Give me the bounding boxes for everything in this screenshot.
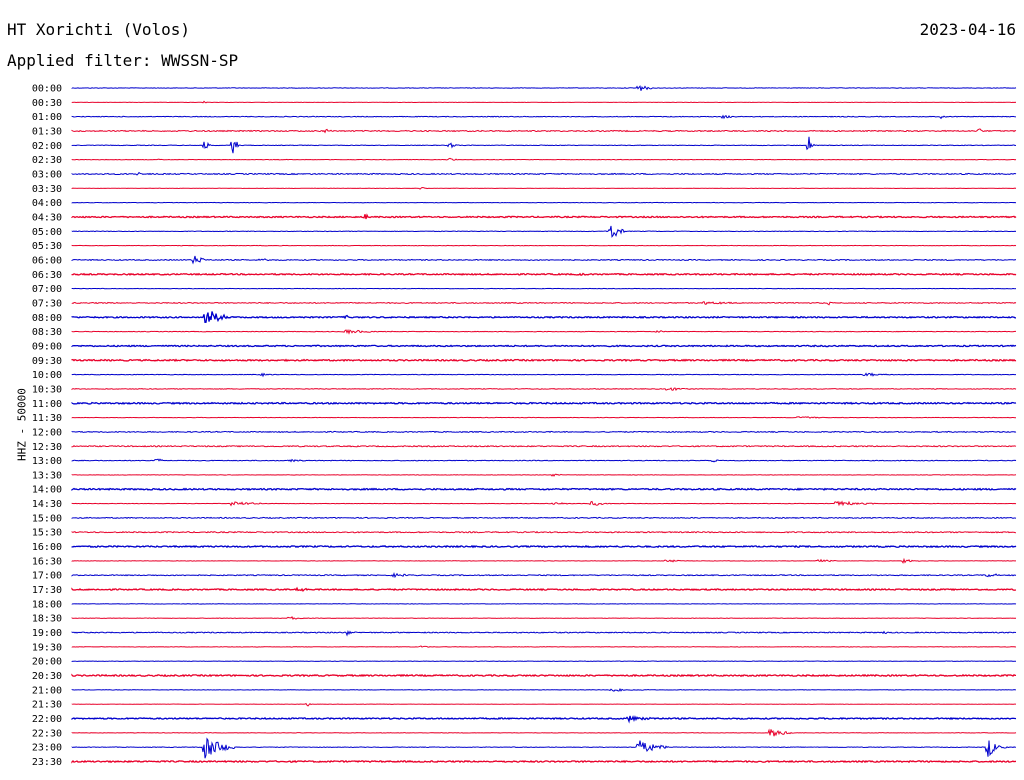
time-tick-label: 21:30 [32, 700, 62, 711]
time-tick-label: 17:30 [32, 585, 62, 596]
trace-line-1630 [71, 557, 1017, 564]
time-tick-label: 05:30 [32, 241, 62, 252]
trace-line-2200 [71, 715, 1017, 724]
time-tick-label: 15:00 [32, 513, 62, 524]
time-tick-label: 01:30 [32, 126, 62, 137]
trace-line-1900 [71, 630, 1017, 637]
trace-line-0330 [71, 186, 1017, 190]
time-tick-label: 11:00 [32, 399, 62, 410]
trace-line-0900 [71, 344, 1017, 348]
trace-line-0200 [71, 136, 1017, 154]
time-tick-label: 09:30 [32, 356, 62, 367]
time-tick-label: 05:00 [32, 227, 62, 238]
time-tick-label: 12:00 [32, 427, 62, 438]
time-tick-label: 13:30 [32, 470, 62, 481]
time-tick-label: 13:00 [32, 456, 62, 467]
time-tick-label: 14:00 [32, 485, 62, 496]
trace-line-1100 [71, 401, 1017, 405]
time-tick-label: 16:00 [32, 542, 62, 553]
trace-line-0100 [71, 114, 1017, 120]
time-tick-label: 10:30 [32, 384, 62, 395]
time-tick-label: 18:30 [32, 614, 62, 625]
time-tick-label: 18:00 [32, 599, 62, 610]
trace-line-1300 [71, 458, 1017, 463]
time-tick-label: 22:00 [32, 714, 62, 725]
time-tick-label: 00:30 [32, 98, 62, 109]
time-tick-label: 14:30 [32, 499, 62, 510]
time-tick-label: 19:30 [32, 642, 62, 653]
trace-line-1500 [71, 516, 1017, 520]
trace-line-0000 [71, 85, 1017, 91]
trace-line-1200 [71, 430, 1017, 434]
time-tick-label: 02:00 [32, 141, 62, 152]
trace-line-1030 [71, 387, 1017, 392]
time-tick-label: 07:30 [32, 298, 62, 309]
time-tick-label: 22:30 [32, 728, 62, 739]
time-tick-label: 04:30 [32, 212, 62, 223]
time-tick-label: 04:00 [32, 198, 62, 209]
trace-line-0030 [71, 100, 1017, 104]
time-tick-label: 11:30 [32, 413, 62, 424]
time-tick-label: 20:00 [32, 657, 62, 668]
trace-line-1700 [71, 571, 1017, 579]
trace-line-0500 [71, 225, 1017, 238]
time-tick-label: 19:00 [32, 628, 62, 639]
station-title: HT Xorichti (Volos) [7, 20, 191, 39]
trace-line-1130 [71, 416, 1017, 419]
time-tick-label: 12:30 [32, 442, 62, 453]
trace-line-2230 [71, 728, 1017, 737]
trace-line-1330 [71, 473, 1017, 477]
trace-line-1430 [71, 500, 1017, 507]
time-tick-label: 15:30 [32, 528, 62, 539]
trace-line-0830 [71, 328, 1016, 335]
trace-line-1600 [71, 544, 1017, 549]
trace-line-2100 [71, 688, 1017, 692]
trace-line-2030 [71, 673, 1017, 678]
time-tick-label: 17:00 [32, 571, 62, 582]
time-tick-label: 00:00 [32, 84, 62, 95]
trace-line-1000 [71, 372, 1016, 378]
time-tick-label: 06:00 [32, 255, 62, 266]
trace-line-0430 [71, 213, 1017, 220]
trace-line-0730 [71, 300, 1017, 306]
time-tick-label: 07:00 [32, 284, 62, 295]
trace-line-0230 [71, 157, 1017, 161]
trace-line-1400 [71, 487, 1017, 491]
trace-line-0800 [71, 311, 1017, 323]
time-tick-label: 02:30 [32, 155, 62, 166]
time-tick-label: 03:00 [32, 169, 62, 180]
trace-line-0300 [71, 171, 1017, 176]
trace-line-1530 [71, 530, 1017, 534]
time-tick-label: 16:30 [32, 556, 62, 567]
time-tick-label: 21:00 [32, 685, 62, 696]
trace-line-2330 [71, 759, 1017, 764]
time-tick-label: 23:00 [32, 743, 62, 754]
trace-line-1230 [71, 444, 1017, 448]
time-tick-label: 06:30 [32, 270, 62, 281]
time-tick-label: 23:30 [32, 757, 62, 768]
trace-line-1930 [71, 645, 1017, 648]
time-tick-label: 20:30 [32, 671, 62, 682]
trace-line-0630 [71, 272, 1017, 276]
time-tick-label: 10:00 [32, 370, 62, 381]
date-label: 2023-04-16 [919, 20, 1016, 39]
trace-line-0930 [71, 358, 1017, 363]
trace-line-1830 [71, 616, 1017, 620]
trace-line-2300 [71, 737, 1017, 759]
time-tick-label: 08:30 [32, 327, 62, 338]
trace-line-1730 [71, 586, 1017, 593]
time-tick-label: 08:00 [32, 313, 62, 324]
trace-line-0600 [71, 255, 1017, 265]
trace-line-2130 [71, 702, 1017, 707]
time-tick-label: 09:00 [32, 341, 62, 352]
trace-line-0130 [71, 128, 1017, 134]
time-tick-label: 03:30 [32, 184, 62, 195]
time-tick-label: 01:00 [32, 112, 62, 123]
filter-label: Applied filter: WWSSN-SP [7, 51, 239, 70]
